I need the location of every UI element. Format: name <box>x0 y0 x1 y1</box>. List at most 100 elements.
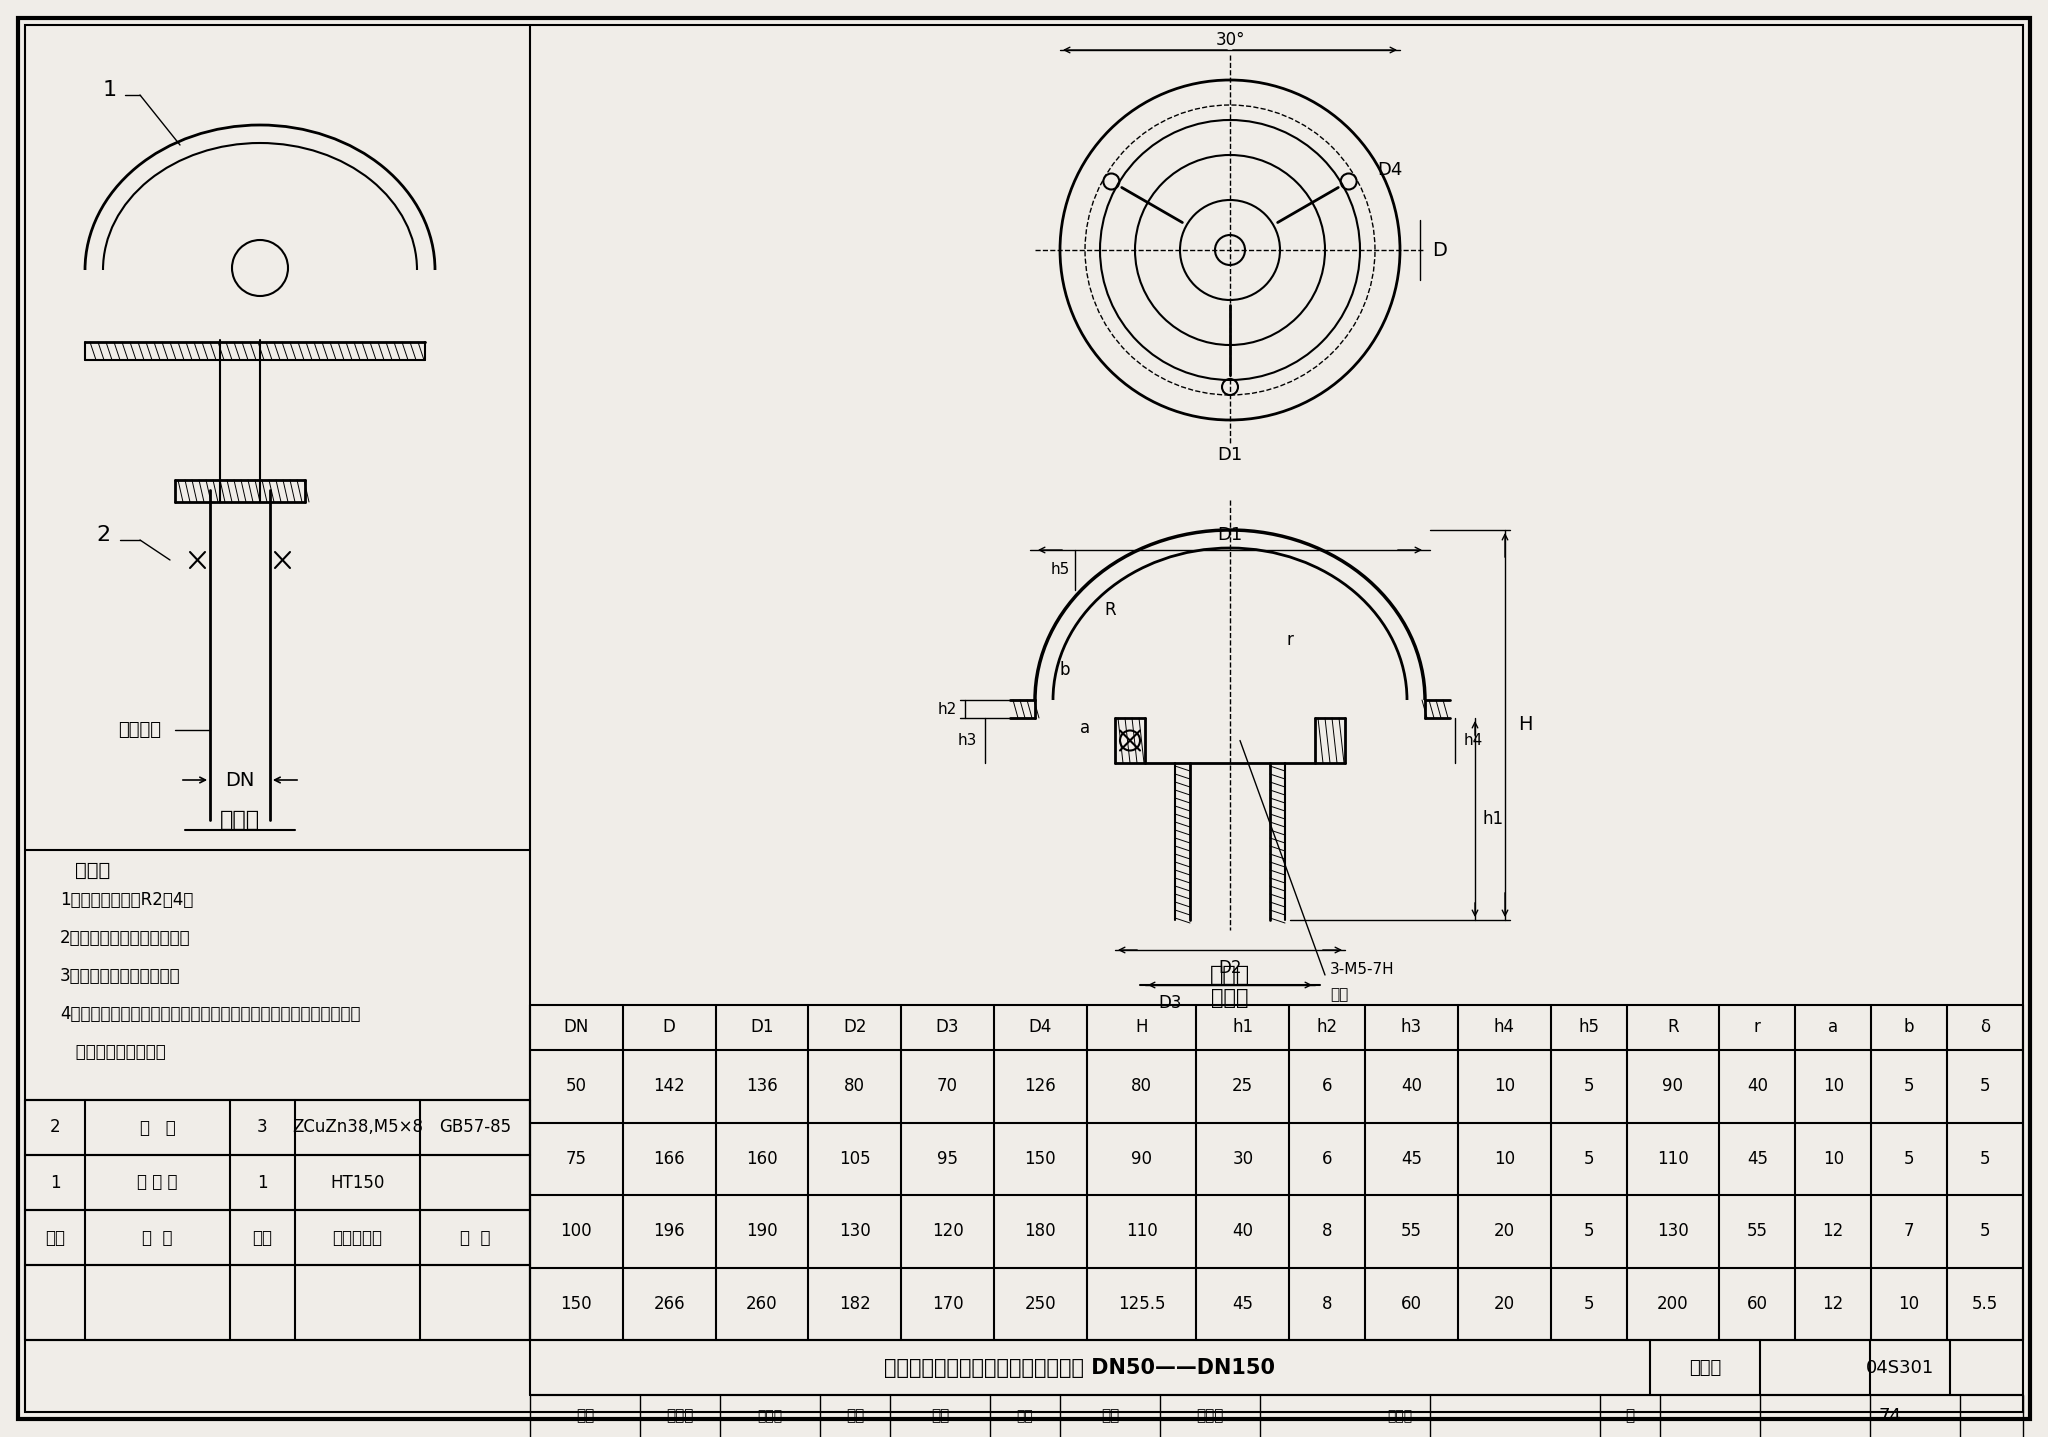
Text: h5: h5 <box>1579 1019 1599 1036</box>
Text: 150: 150 <box>561 1295 592 1313</box>
Text: 10: 10 <box>1898 1295 1919 1313</box>
Text: 备  注: 备 注 <box>459 1229 489 1246</box>
Text: 8: 8 <box>1321 1223 1333 1240</box>
Text: 冯旭东: 冯旭东 <box>666 1408 694 1424</box>
Text: 地地东: 地地东 <box>758 1410 782 1423</box>
Text: 1: 1 <box>102 80 117 101</box>
Text: 266: 266 <box>653 1295 684 1313</box>
Text: DN: DN <box>563 1019 590 1036</box>
Text: 40: 40 <box>1747 1078 1767 1095</box>
Text: 仓外: 仓外 <box>1016 1410 1034 1423</box>
Text: 45: 45 <box>1401 1150 1421 1168</box>
Text: 5: 5 <box>1905 1150 1915 1168</box>
Text: D: D <box>664 1019 676 1036</box>
Text: 110: 110 <box>1126 1223 1157 1240</box>
Text: h1: h1 <box>1233 1019 1253 1036</box>
Text: 30: 30 <box>1233 1150 1253 1168</box>
Text: h3: h3 <box>1401 1019 1421 1036</box>
Text: 196: 196 <box>653 1223 684 1240</box>
Text: 供的技术资料编制。: 供的技术资料编制。 <box>59 1043 166 1061</box>
Text: b: b <box>1059 661 1071 680</box>
Text: 尺寸表: 尺寸表 <box>1210 989 1249 1007</box>
Text: a: a <box>1079 718 1090 737</box>
Text: D2: D2 <box>844 1019 866 1036</box>
Text: 150: 150 <box>1024 1150 1057 1168</box>
Text: 40: 40 <box>1233 1223 1253 1240</box>
Text: 5: 5 <box>1583 1078 1593 1095</box>
Text: 2: 2 <box>49 1118 59 1137</box>
Text: GB57-85: GB57-85 <box>438 1118 512 1137</box>
Text: 12: 12 <box>1823 1295 1843 1313</box>
Text: 120: 120 <box>932 1223 963 1240</box>
Text: 螺   钉: 螺 钉 <box>139 1118 176 1137</box>
Text: 90: 90 <box>1130 1150 1153 1168</box>
Text: 3、本图适用于寒冷地区。: 3、本图适用于寒冷地区。 <box>59 967 180 984</box>
Text: 材料或规格: 材料或规格 <box>332 1229 383 1246</box>
Text: 5: 5 <box>1905 1078 1915 1095</box>
Text: 60: 60 <box>1401 1295 1421 1313</box>
Text: 45: 45 <box>1233 1295 1253 1313</box>
Text: HT150: HT150 <box>330 1174 385 1191</box>
Text: D4: D4 <box>1378 161 1403 180</box>
Text: 110: 110 <box>1657 1150 1690 1168</box>
Text: H: H <box>1518 716 1532 734</box>
Text: 250: 250 <box>1024 1295 1057 1313</box>
Text: 142: 142 <box>653 1078 684 1095</box>
Text: 均布: 均布 <box>1329 987 1348 1003</box>
Text: 45: 45 <box>1747 1150 1767 1168</box>
Text: 75: 75 <box>565 1150 588 1168</box>
Text: 6: 6 <box>1321 1078 1333 1095</box>
Text: 铸铁伸顶式通气帽（蘑菇形）构造图 DN50——DN150: 铸铁伸顶式通气帽（蘑菇形）构造图 DN50——DN150 <box>885 1358 1276 1378</box>
Text: 20: 20 <box>1493 1295 1516 1313</box>
Text: 80: 80 <box>844 1078 864 1095</box>
Text: 郭亚鹏: 郭亚鹏 <box>1196 1408 1225 1424</box>
Text: 8: 8 <box>1321 1295 1333 1313</box>
Text: 20: 20 <box>1493 1223 1516 1240</box>
Text: 190: 190 <box>745 1223 778 1240</box>
Text: 100: 100 <box>561 1223 592 1240</box>
Text: h1: h1 <box>1483 810 1503 828</box>
Text: 设计: 设计 <box>1102 1408 1118 1424</box>
Text: 序号: 序号 <box>45 1229 66 1246</box>
Text: 2、铸件表面需光洁无毛刺。: 2、铸件表面需光洁无毛刺。 <box>59 928 190 947</box>
Text: 260: 260 <box>745 1295 778 1313</box>
Text: 125.5: 125.5 <box>1118 1295 1165 1313</box>
Text: δ: δ <box>1980 1019 1991 1036</box>
Text: 通 气 帽: 通 气 帽 <box>137 1174 178 1191</box>
Text: 6: 6 <box>1321 1150 1333 1168</box>
Text: h2: h2 <box>1317 1019 1337 1036</box>
Text: 5.5: 5.5 <box>1972 1295 1999 1313</box>
Text: 2: 2 <box>96 525 111 545</box>
Text: 7: 7 <box>1905 1223 1915 1240</box>
Text: h4: h4 <box>1464 733 1483 749</box>
Text: 通气立管: 通气立管 <box>119 721 162 739</box>
Text: 数量: 数量 <box>252 1229 272 1246</box>
Text: 校对: 校对 <box>846 1408 864 1424</box>
Text: 10: 10 <box>1493 1078 1516 1095</box>
Text: 166: 166 <box>653 1150 684 1168</box>
Text: h3: h3 <box>956 733 977 749</box>
Text: R: R <box>1104 601 1116 619</box>
Text: 5: 5 <box>1980 1150 1991 1168</box>
Text: 图集号: 图集号 <box>1690 1359 1720 1377</box>
Text: 80: 80 <box>1130 1078 1153 1095</box>
Text: 3-M5-7H: 3-M5-7H <box>1329 963 1395 977</box>
Text: 136: 136 <box>745 1078 778 1095</box>
Text: 5: 5 <box>1980 1078 1991 1095</box>
Text: D3: D3 <box>1159 994 1182 1012</box>
Text: 130: 130 <box>840 1223 870 1240</box>
Text: 5: 5 <box>1583 1150 1593 1168</box>
Text: 105: 105 <box>840 1150 870 1168</box>
Text: 25: 25 <box>1233 1078 1253 1095</box>
Text: 3: 3 <box>258 1118 268 1137</box>
Text: 90: 90 <box>1663 1078 1683 1095</box>
Text: 130: 130 <box>1657 1223 1690 1240</box>
Text: H: H <box>1135 1019 1147 1036</box>
Text: r: r <box>1286 631 1294 650</box>
Text: 40: 40 <box>1401 1078 1421 1095</box>
Text: DN: DN <box>225 770 254 789</box>
Text: 名  称: 名 称 <box>141 1229 172 1246</box>
Text: D: D <box>1432 240 1448 260</box>
Text: 5: 5 <box>1583 1223 1593 1240</box>
Text: 182: 182 <box>840 1295 870 1313</box>
